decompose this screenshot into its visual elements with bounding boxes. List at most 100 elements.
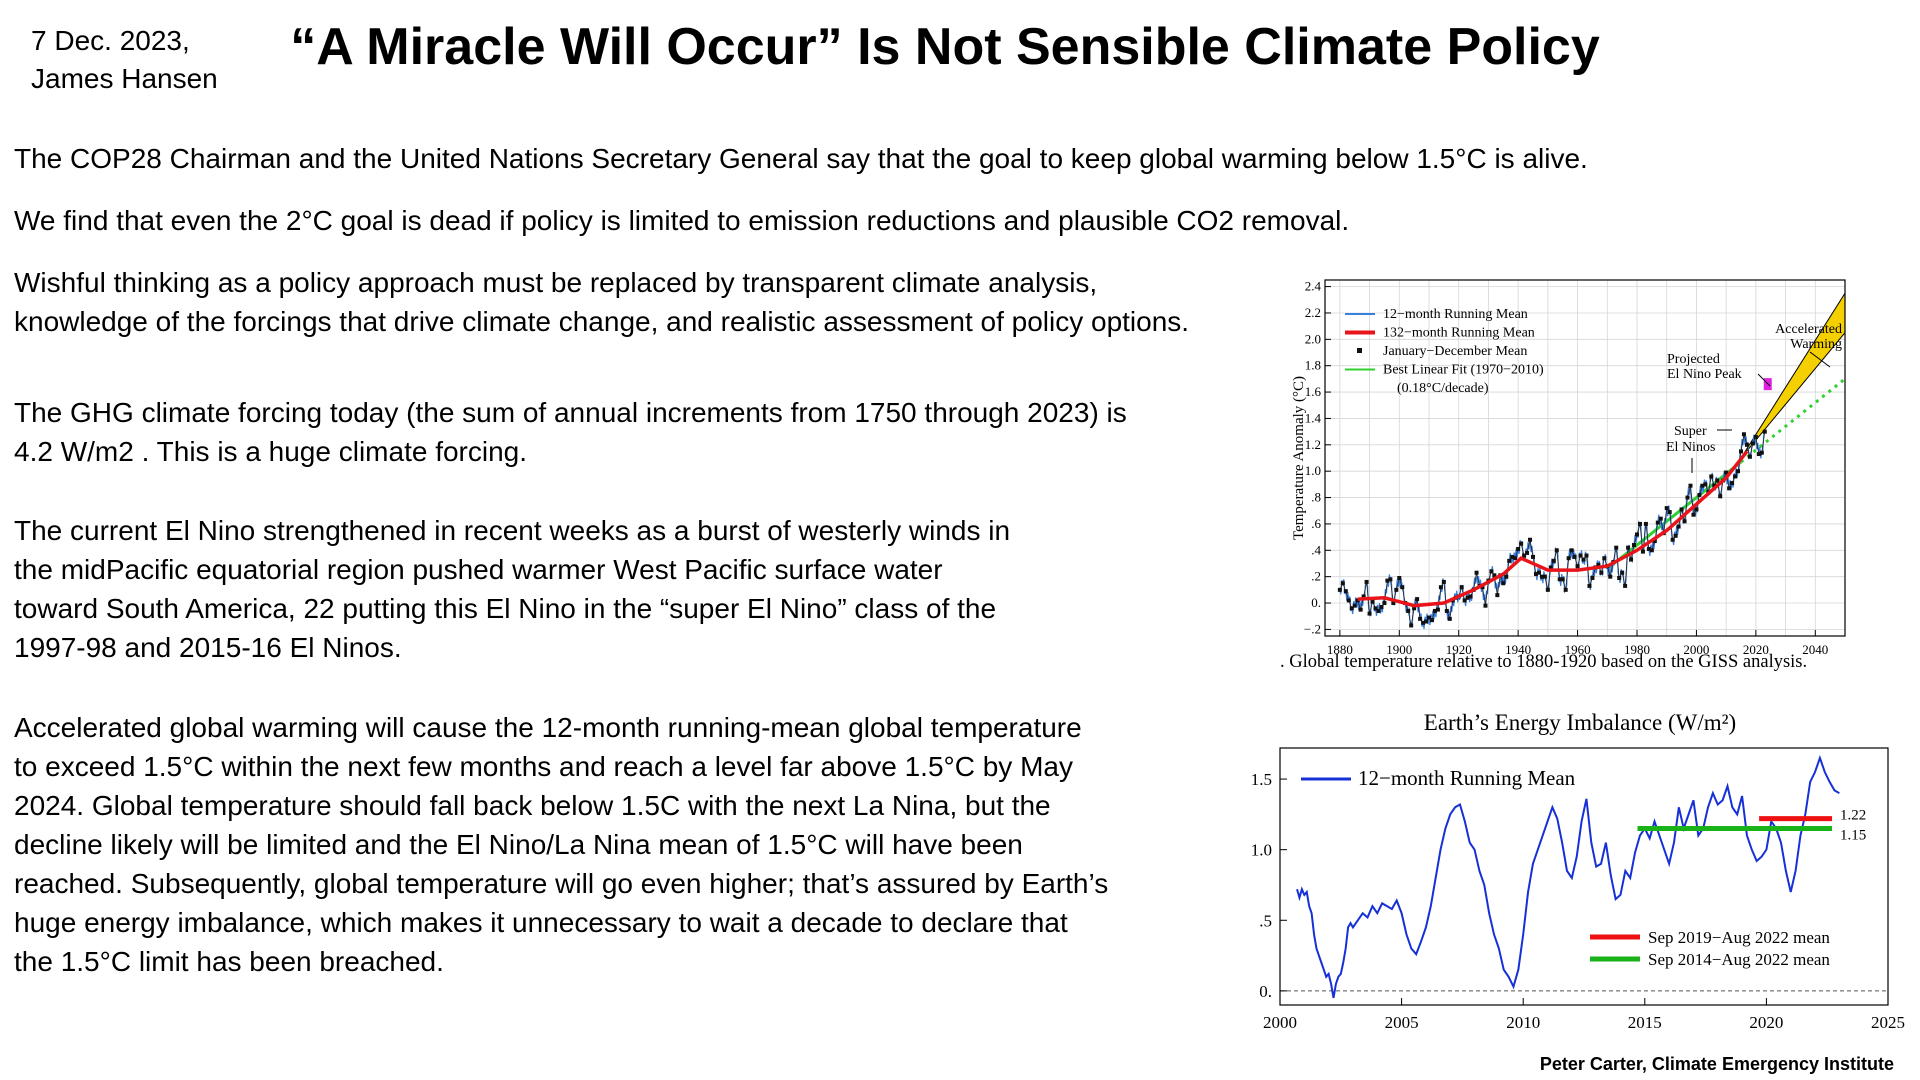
mean-2019-2022-label: 1.22 xyxy=(1840,808,1866,824)
annual-mean-point xyxy=(1367,611,1372,616)
annual-mean-point xyxy=(1697,492,1702,497)
x-tick-label: 2000 xyxy=(1683,642,1709,657)
annual-mean-point xyxy=(1489,569,1494,574)
annual-mean-point xyxy=(1581,557,1586,562)
legend-label: 12−month Running Mean xyxy=(1383,307,1528,322)
annual-mean-point xyxy=(1522,553,1527,558)
y-tick-label: .8 xyxy=(1311,490,1321,505)
text-line: reached. Subsequently, global temperatur… xyxy=(14,868,1109,899)
legend-label: Sep 2019−Aug 2022 mean xyxy=(1648,928,1830,947)
annual-mean-point xyxy=(1358,607,1363,612)
annual-mean-point xyxy=(1614,545,1619,550)
annual-mean-point xyxy=(1510,554,1515,559)
annual-mean-point xyxy=(1718,494,1723,499)
temperature-chart: 2.4 2.2 2.0 1.8 1.6 1.4 1.2 1.0 .8 .6 .4 .2 0. −.2 188… xyxy=(1291,279,1846,657)
annual-mean-point xyxy=(1569,548,1574,553)
annual-mean-point xyxy=(1551,558,1556,563)
annual-mean-point xyxy=(1730,481,1735,486)
annual-mean-point xyxy=(1649,548,1654,553)
annual-mean-point xyxy=(1513,556,1518,561)
annual-mean-point xyxy=(1590,575,1595,580)
annual-mean-point xyxy=(1495,593,1500,598)
annual-mean-point xyxy=(1516,546,1521,551)
annual-mean-point xyxy=(1548,565,1553,570)
annual-mean-point xyxy=(1566,556,1571,561)
x-tick-label: 2020 xyxy=(1749,1013,1783,1032)
annual-mean-point xyxy=(1700,483,1705,488)
y-tick-label: 0. xyxy=(1311,595,1321,610)
annual-mean-point xyxy=(1584,553,1589,558)
legend-label: Best Linear Fit (1970−2010) xyxy=(1383,363,1544,378)
annual-mean-point xyxy=(1441,579,1446,584)
running-mean-line xyxy=(1296,754,1840,999)
annual-mean-point xyxy=(1361,594,1366,599)
y-tick-label: 1.0 xyxy=(1251,841,1272,860)
annual-mean-point xyxy=(1355,598,1360,603)
annual-mean-point xyxy=(1465,595,1470,600)
annual-mean-point xyxy=(1507,558,1512,563)
annual-mean-point xyxy=(1596,562,1601,567)
annual-mean-point xyxy=(1724,470,1729,475)
annual-mean-point xyxy=(1504,574,1509,579)
annual-mean-point xyxy=(1608,574,1613,579)
x-tick-label: 2040 xyxy=(1802,642,1828,657)
text-line: 2024. Global temperature should fall bac… xyxy=(14,790,1051,821)
legend-label: January−December Mean xyxy=(1383,344,1527,359)
annotation-accelerated: Warming xyxy=(1790,337,1842,352)
y-tick-label: 1.5 xyxy=(1251,770,1272,789)
annual-mean-point xyxy=(1747,454,1752,459)
annual-mean-point xyxy=(1652,539,1657,544)
annual-mean-point xyxy=(1337,587,1342,592)
annual-mean-point xyxy=(1421,620,1426,625)
page-title: “A Miracle Will Occur” Is Not Sensible C… xyxy=(290,18,1600,76)
annual-mean-point xyxy=(1394,587,1399,592)
annual-mean-point xyxy=(1736,469,1741,474)
text-line: The current El Nino strengthened in rece… xyxy=(14,515,1011,546)
y-axis-label: Temperature Anomaly (°C) xyxy=(1291,376,1307,540)
annual-mean-point xyxy=(1578,553,1583,558)
annotation-projected: Projected xyxy=(1667,352,1720,367)
paragraph-ghg-forcing: The GHG climate forcing today (the sum o… xyxy=(14,393,1127,471)
annual-mean-point xyxy=(1536,570,1541,575)
y-tick-label: 1.2 xyxy=(1305,437,1321,452)
credit: Peter Carter, Climate Emergency Institut… xyxy=(1539,1054,1894,1074)
x-tick-label: 1880 xyxy=(1327,642,1353,657)
y-tick-label: 1.8 xyxy=(1305,358,1321,373)
annual-mean-point xyxy=(1673,533,1678,538)
annual-mean-point xyxy=(1712,483,1717,488)
annual-mean-point xyxy=(1382,601,1387,606)
annual-mean-point xyxy=(1397,575,1402,580)
accelerated-warming-wedge xyxy=(1740,291,1846,459)
annual-mean-point xyxy=(1400,585,1405,590)
x-tick-label: 2000 xyxy=(1263,1013,1297,1032)
x-tick-label: 2025 xyxy=(1871,1013,1905,1032)
y-tick-label: 1.6 xyxy=(1305,384,1322,399)
annual-mean-point xyxy=(1676,524,1681,529)
annual-mean-point xyxy=(1637,521,1642,526)
y-tick-label: 1.0 xyxy=(1305,463,1321,478)
annual-mean-point xyxy=(1415,597,1420,602)
annual-mean-point xyxy=(1432,608,1437,613)
annual-mean-point xyxy=(1379,604,1384,609)
annotation-projected: El Nino Peak xyxy=(1667,367,1742,382)
annual-mean-point xyxy=(1727,486,1732,491)
annual-mean-point xyxy=(1587,583,1592,588)
annual-mean-point xyxy=(1385,578,1390,583)
annual-mean-point xyxy=(1602,556,1607,561)
x-tick-label: 1920 xyxy=(1446,642,1472,657)
text-line: 1997-98 and 2015-16 El Ninos. xyxy=(14,632,402,663)
text-line: Wishful thinking as a policy approach mu… xyxy=(14,267,1098,298)
x-tick-label: 1900 xyxy=(1386,642,1412,657)
text-line: Accelerated global warming will cause th… xyxy=(14,712,1082,743)
temperature-chart-caption: . Global temperature relative to 1880-19… xyxy=(1280,652,1808,672)
annual-mean-point xyxy=(1340,581,1345,586)
y-tick-label: 2.2 xyxy=(1305,305,1321,320)
y-tick-label: .5 xyxy=(1259,911,1272,930)
annual-mean-point xyxy=(1492,573,1497,578)
annual-mean-point xyxy=(1418,616,1423,621)
annual-mean-point xyxy=(1444,608,1449,613)
annual-mean-point xyxy=(1575,564,1580,569)
annual-mean-point xyxy=(1759,450,1764,455)
annual-mean-point xyxy=(1376,608,1381,613)
annual-mean-point xyxy=(1670,537,1675,542)
